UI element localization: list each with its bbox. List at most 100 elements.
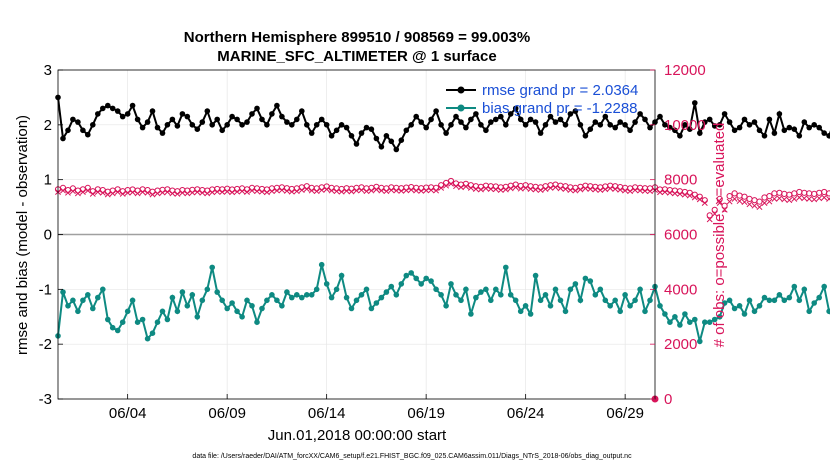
data-point: [453, 292, 459, 298]
data-point: [279, 113, 285, 120]
data-point: [259, 305, 265, 312]
data-point: [358, 187, 365, 194]
data-point: [602, 183, 609, 190]
data-point: [711, 210, 718, 217]
data-point: [194, 186, 201, 193]
data-point: [164, 189, 171, 195]
data-point: [482, 182, 489, 189]
data-point: [463, 124, 469, 131]
data-point: [776, 189, 783, 196]
data-point: [85, 292, 91, 298]
data-point: [687, 319, 693, 326]
data-point: [756, 303, 763, 309]
data-point: [602, 113, 609, 120]
data-point: [766, 116, 773, 123]
data-point: [308, 130, 315, 136]
data-point: [433, 108, 439, 114]
data-point: [642, 116, 648, 123]
data-point: [179, 289, 186, 295]
data-point: [169, 294, 176, 301]
data-point: [149, 191, 156, 198]
data-point: [557, 297, 564, 304]
data-point: [582, 275, 589, 282]
data-point: [214, 185, 221, 193]
data-point: [264, 297, 270, 304]
data-point: [617, 308, 623, 315]
data-point: [686, 192, 693, 199]
data-point: [522, 184, 529, 191]
data-point: [154, 124, 161, 131]
data-point: [254, 105, 260, 112]
data-point: [721, 300, 728, 306]
data-point: [542, 292, 549, 298]
data-point: [70, 116, 76, 123]
data-point: [647, 297, 653, 304]
data-point: [343, 294, 350, 301]
data-point: [692, 100, 698, 106]
data-point: [676, 190, 683, 197]
legend-rmse-marker: [457, 86, 465, 94]
data-point: [234, 188, 241, 195]
data-point: [199, 119, 206, 125]
data-point: [288, 188, 295, 195]
data-point: [338, 272, 345, 279]
data-point: [134, 116, 141, 123]
data-point: [348, 133, 355, 139]
data-point: [622, 292, 628, 298]
data-point: [547, 182, 554, 189]
data-point: [632, 184, 639, 191]
data-point: [696, 196, 703, 203]
data-point: [647, 124, 653, 131]
data-point: [293, 188, 300, 195]
data-point: [577, 297, 584, 304]
data-point: [587, 186, 594, 192]
data-point: [468, 311, 474, 317]
data-point: [751, 119, 758, 125]
data-point: [388, 138, 395, 145]
data-point: [278, 187, 285, 194]
data-point: [194, 126, 201, 132]
data-point: [109, 187, 116, 194]
data-point: [463, 286, 469, 293]
data-point: [104, 188, 111, 195]
data-point: [527, 311, 534, 317]
data-point: [826, 133, 830, 139]
data-point: [94, 186, 101, 193]
data-point: [318, 261, 325, 268]
data-point: [811, 190, 818, 197]
data-point: [269, 111, 275, 117]
data-point: [458, 119, 464, 125]
data-point: [289, 122, 295, 128]
data-point: [592, 292, 599, 298]
data-point: [438, 184, 445, 191]
y-right-tick-label: 6000: [664, 227, 697, 244]
data-point: [159, 186, 166, 193]
data-point: [65, 303, 71, 309]
data-point: [503, 122, 509, 128]
data-point: [527, 186, 534, 192]
data-point: [189, 292, 196, 298]
data-point: [497, 184, 504, 191]
data-point: [786, 124, 793, 131]
data-point: [164, 186, 171, 193]
data-point: [483, 286, 489, 293]
data-point: [806, 124, 812, 131]
data-point: [562, 308, 569, 315]
data-point: [756, 198, 763, 205]
data-point: [328, 187, 335, 194]
data-point: [756, 127, 763, 134]
data-point: [398, 187, 405, 194]
data-point: [428, 278, 434, 284]
data-point: [189, 122, 196, 128]
data-point: [502, 186, 509, 193]
data-point: [622, 122, 628, 128]
data-point: [65, 189, 71, 196]
data-point: [577, 183, 584, 190]
data-point: [587, 126, 594, 132]
data-point: [169, 190, 176, 197]
data-point: [224, 122, 230, 128]
data-point: [313, 286, 320, 293]
data-point: [298, 184, 305, 191]
data-point: [702, 119, 708, 125]
data-point: [542, 122, 549, 128]
